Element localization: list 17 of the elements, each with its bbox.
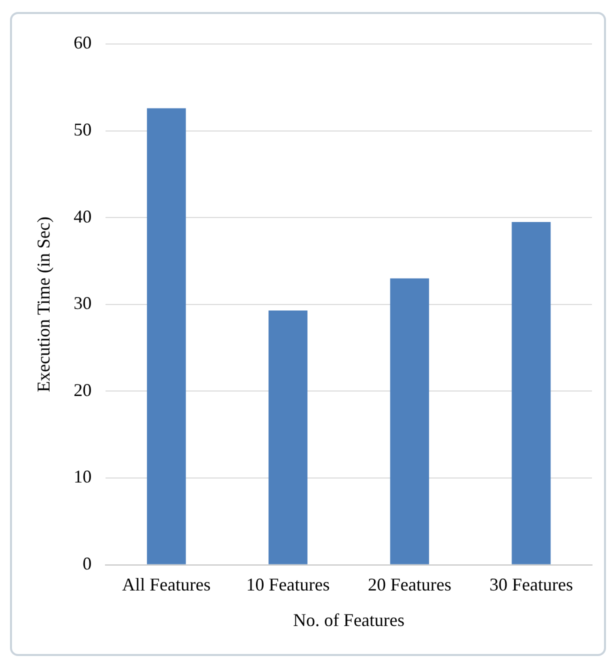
x-axis-title: No. of Features xyxy=(293,610,405,630)
bar xyxy=(390,278,430,564)
y-tick-label: 20 xyxy=(74,380,92,400)
y-tick-label: 0 xyxy=(82,554,92,574)
y-tick-label: 50 xyxy=(74,120,92,140)
x-tick-label: 20 Features xyxy=(368,574,452,594)
x-tick-label: 30 Features xyxy=(489,574,573,594)
y-tick-label: 40 xyxy=(74,206,92,226)
bar xyxy=(146,108,186,564)
x-tick-label: 10 Features xyxy=(246,574,330,594)
y-tick-label: 30 xyxy=(74,293,92,314)
x-tick-label: All Features xyxy=(122,574,211,594)
y-tick-label: 60 xyxy=(74,32,92,53)
y-axis-title: Execution Time (in Sec) xyxy=(34,216,54,392)
bar xyxy=(268,310,308,564)
bar xyxy=(512,222,551,564)
y-tick-label: 10 xyxy=(74,466,92,487)
